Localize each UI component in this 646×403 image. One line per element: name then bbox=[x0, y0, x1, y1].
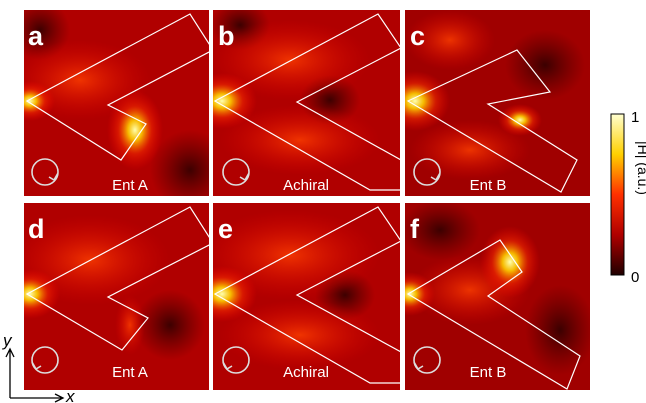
panel-f bbox=[405, 203, 590, 390]
colorbar bbox=[610, 113, 625, 276]
panel-letter: d bbox=[28, 214, 45, 244]
panel-label: Ent B bbox=[470, 364, 507, 381]
panel-letter: c bbox=[410, 21, 425, 51]
panel-label: Ent A bbox=[112, 177, 148, 194]
axes-arrows bbox=[5, 347, 65, 403]
panel-b bbox=[213, 10, 400, 196]
panel-a bbox=[24, 10, 209, 196]
panel-label: Ent A bbox=[112, 364, 148, 381]
panel-c bbox=[405, 10, 590, 196]
panel-label: Ent B bbox=[470, 177, 507, 194]
panel-label: Achiral bbox=[283, 177, 329, 194]
panel-d bbox=[24, 203, 209, 390]
panel-letter: f bbox=[410, 214, 420, 244]
panel-letter: e bbox=[218, 214, 233, 244]
panel-letter: a bbox=[28, 21, 44, 51]
panel-letter: b bbox=[218, 21, 235, 51]
axis-label-y: y bbox=[2, 331, 13, 350]
polarization-icons bbox=[31, 158, 441, 374]
colorbar-label: |H| (a.u.) bbox=[635, 141, 646, 195]
panel-e bbox=[213, 203, 400, 390]
panel-label: Achiral bbox=[283, 364, 329, 381]
colorbar-min: 0 bbox=[631, 269, 639, 286]
axis-label-x: x bbox=[65, 387, 75, 403]
colorbar-max: 1 bbox=[631, 109, 639, 126]
